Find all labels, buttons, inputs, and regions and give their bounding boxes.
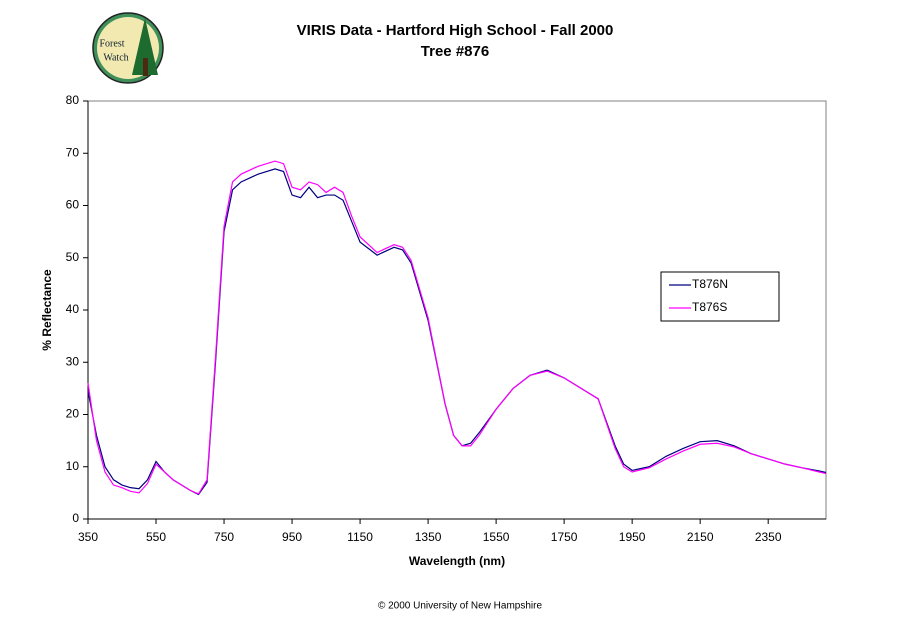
logo-text: Forest: [100, 38, 125, 49]
y-tick-label: 50: [66, 250, 80, 264]
x-tick-label: 2150: [687, 530, 714, 544]
x-tick-label: 1950: [619, 530, 646, 544]
y-tick-label: 80: [66, 93, 80, 107]
x-tick-label: 950: [282, 530, 302, 544]
legend-label: T876S: [692, 300, 727, 314]
chart-title: VIRIS Data - Hartford High School - Fall…: [297, 22, 614, 39]
x-tick-label: 1150: [347, 530, 373, 544]
x-tick-label: 1550: [483, 530, 510, 544]
x-axis-title: Wavelength (nm): [409, 554, 505, 568]
data-line: [87, 168, 827, 496]
x-tick-label: 750: [214, 530, 234, 544]
x-tick-label: 550: [146, 530, 166, 544]
legend-box: [660, 271, 780, 322]
logo-trunk: [143, 58, 148, 76]
legend-label: T876N: [692, 277, 728, 291]
y-tick-label: 20: [66, 407, 80, 421]
y-tick-label: 60: [66, 198, 80, 212]
y-tick-label: 0: [72, 511, 79, 525]
x-tick-label: 1750: [551, 530, 578, 544]
y-tick-label: 30: [66, 354, 80, 368]
logo-tree: [132, 18, 158, 75]
chart-subtitle: Tree #876: [421, 43, 489, 60]
logo: Forest Watch: [92, 12, 164, 84]
y-tick-label: 10: [66, 459, 80, 473]
x-tick-label: 2350: [755, 530, 782, 544]
logo-text: Watch: [103, 52, 128, 63]
x-tick-label: 1350: [415, 530, 442, 544]
y-tick-label: 40: [66, 302, 80, 316]
data-line: [87, 160, 827, 495]
y-axis-title: % Reflectance: [40, 269, 54, 351]
x-tick-label: 350: [78, 530, 98, 544]
footer: © 2000 University of New Hampshire: [378, 601, 543, 612]
y-tick-label: 70: [66, 145, 80, 159]
